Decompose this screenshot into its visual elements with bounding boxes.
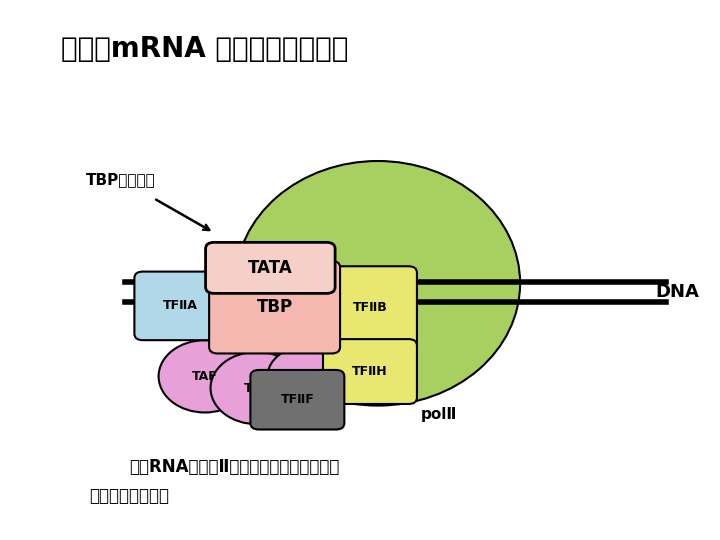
Text: polⅡ: polⅡ bbox=[420, 407, 457, 422]
Text: TBP相关因子: TBP相关因子 bbox=[86, 172, 156, 187]
FancyBboxPatch shape bbox=[206, 242, 335, 293]
Text: TBP: TBP bbox=[256, 298, 292, 316]
Ellipse shape bbox=[158, 340, 251, 413]
Text: TFⅡB: TFⅡB bbox=[353, 301, 387, 314]
Text: TAF: TAF bbox=[192, 370, 217, 383]
Text: （三）mRNA 转录激活及其调节: （三）mRNA 转录激活及其调节 bbox=[61, 35, 348, 63]
Ellipse shape bbox=[210, 352, 303, 424]
FancyBboxPatch shape bbox=[135, 272, 226, 340]
Text: TFⅡH: TFⅡH bbox=[352, 365, 388, 378]
FancyBboxPatch shape bbox=[323, 266, 417, 348]
Text: DNA: DNA bbox=[655, 283, 699, 301]
Text: 真核RNA聚合酶Ⅱ在转录因子帮助下，形成: 真核RNA聚合酶Ⅱ在转录因子帮助下，形成 bbox=[129, 458, 339, 476]
FancyBboxPatch shape bbox=[209, 261, 340, 354]
FancyBboxPatch shape bbox=[251, 370, 344, 429]
Text: TATA: TATA bbox=[248, 259, 293, 277]
FancyBboxPatch shape bbox=[323, 339, 417, 404]
Ellipse shape bbox=[235, 161, 520, 406]
Text: TAF: TAF bbox=[244, 382, 270, 395]
Text: TAF: TAF bbox=[296, 370, 322, 383]
Text: TFⅡF: TFⅡF bbox=[281, 393, 314, 406]
Text: TFⅡA: TFⅡA bbox=[163, 299, 198, 312]
Ellipse shape bbox=[268, 346, 350, 407]
Text: 的转录起始复合物: 的转录起始复合物 bbox=[89, 487, 170, 505]
